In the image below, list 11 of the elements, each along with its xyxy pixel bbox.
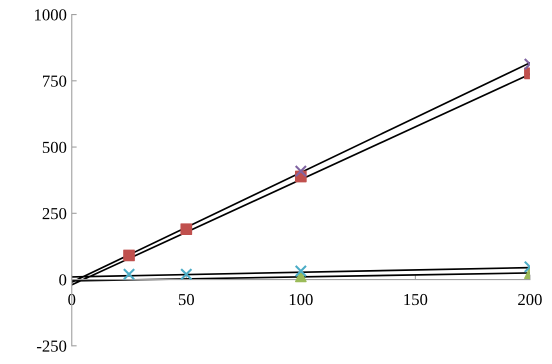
x-tick-label: 0 (68, 294, 76, 306)
y-tick-label: 750 (43, 76, 66, 87)
y-tick-label: 1000 (35, 9, 66, 21)
x-tick-label: 50 (178, 294, 194, 306)
x-tick-label: 100 (290, 294, 313, 306)
x-tick-label: 150 (404, 294, 428, 306)
x-tick-label: 200 (518, 294, 542, 306)
y-tick-label: 500 (42, 142, 66, 154)
y-tick-label: 0 (59, 274, 66, 286)
y-tick-label: -250 (36, 340, 66, 352)
y-tick-label: 250 (42, 208, 66, 220)
